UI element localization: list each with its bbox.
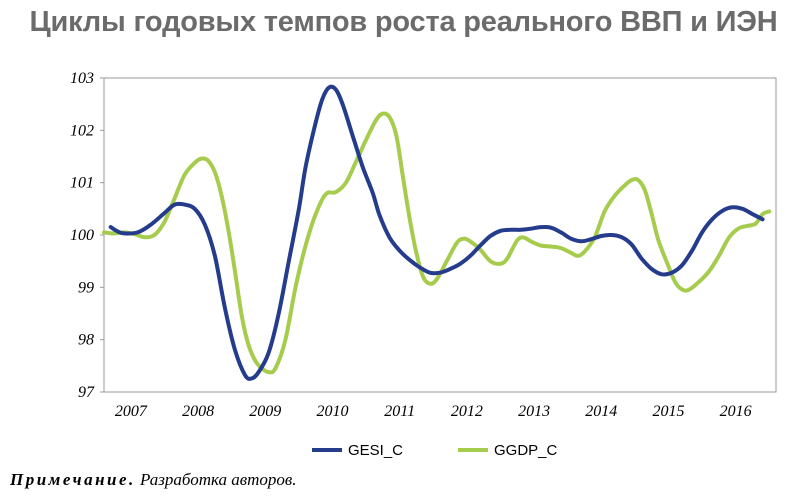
y-tick-label: 99 [78, 279, 94, 296]
series-line-ggdp-c [102, 111, 772, 375]
y-tick-label: 101 [70, 175, 94, 192]
legend-label: GESI_C [348, 442, 403, 459]
y-tick-label: 100 [70, 227, 94, 244]
x-tick-label: 2012 [451, 403, 483, 420]
y-tick-label: 102 [70, 122, 94, 139]
x-tick-label: 2009 [249, 403, 281, 420]
y-axis: 97 98 99 100 101 102 103 [70, 70, 104, 401]
series-line-gesi-c [108, 84, 765, 381]
note-text: Разработка авторов. [140, 470, 297, 489]
x-tick-label: 2015 [652, 403, 684, 420]
x-tick-label: 2010 [316, 403, 348, 420]
x-tick-label: 2016 [720, 403, 752, 420]
x-tick-label: 2014 [585, 403, 617, 420]
legend-label: GGDP_C [494, 442, 558, 459]
y-tick-label: 98 [78, 332, 94, 349]
plot-area [103, 77, 777, 393]
chart-title: Циклы годовых темпов роста реального ВВП… [29, 6, 778, 38]
chart-note: Примечание. Разработка авторов. [10, 470, 297, 490]
x-axis: 2007 2008 2009 2010 2011 2012 2013 2014 2015 2016 [115, 403, 752, 420]
x-tick-label: 2013 [518, 403, 550, 420]
x-tick-label: 2008 [182, 403, 214, 420]
x-tick-label: 2011 [384, 403, 415, 420]
y-tick-label: 103 [70, 70, 94, 87]
legend: GESI_C GGDP_C [312, 442, 558, 459]
y-tick-label: 97 [78, 384, 95, 401]
x-tick-label: 2007 [115, 403, 148, 420]
note-label: Примечание. [10, 470, 136, 489]
series-group [102, 84, 772, 381]
